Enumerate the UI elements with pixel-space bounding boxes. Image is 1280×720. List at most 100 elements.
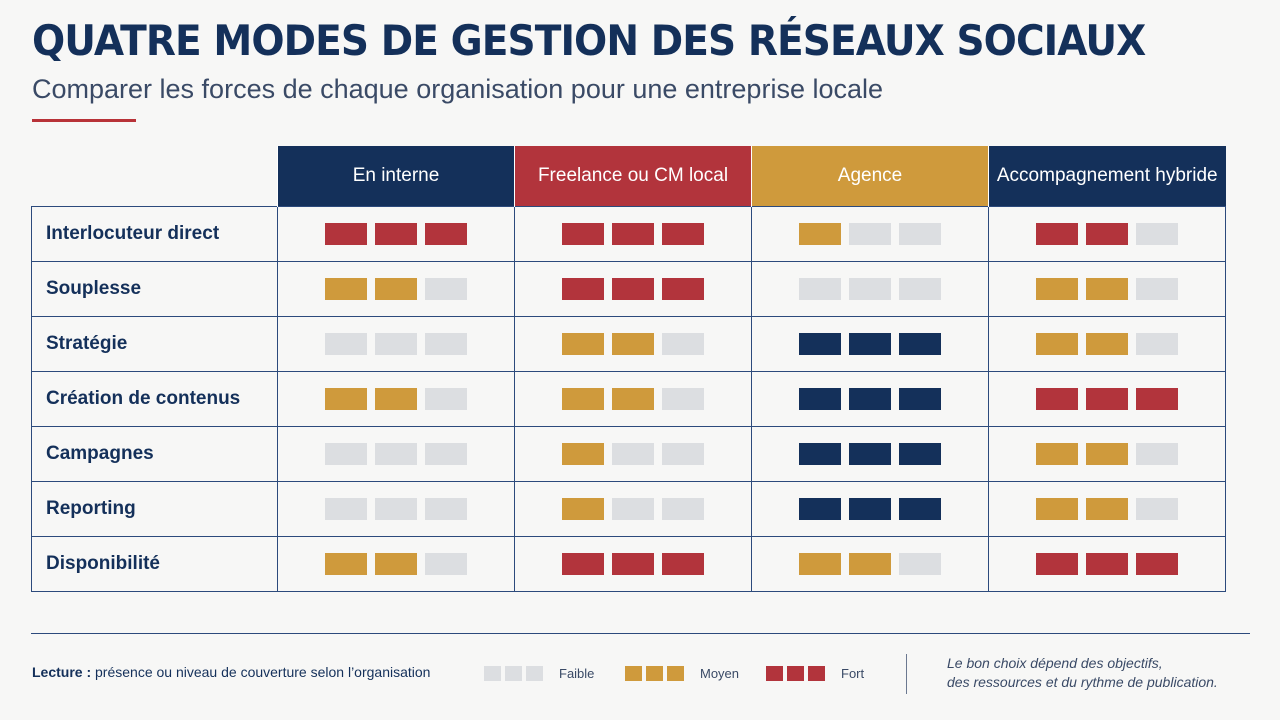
column-header-agence: Agence [751,146,989,207]
rating-block-filled [1036,388,1078,410]
rating-cell [751,371,989,427]
rating-blocks [752,498,988,520]
rating-block-filled [849,333,891,355]
rating-cell [988,316,1226,372]
page-title: QUATRE MODES DE GESTION DES RÉSEAUX SOCI… [32,16,1146,65]
rating-block-filled [1136,388,1178,410]
rating-block-filled [612,223,654,245]
rating-cell [751,261,989,317]
table-row: Reporting [31,481,1226,537]
rating-block-filled [799,443,841,465]
rating-block-filled [1086,498,1128,520]
rating-cell [514,426,752,482]
rating-cell [988,426,1226,482]
rating-cell [751,206,989,262]
rating-block-filled [899,443,941,465]
rating-block-empty [1136,333,1178,355]
rating-block-filled [612,333,654,355]
legend-swatch [667,666,684,681]
rating-cell [277,316,515,372]
legend-swatch [808,666,825,681]
table-header-row: En interne Freelance ou CM local Agence … [32,146,1226,207]
row-label: Interlocuteur direct [31,206,278,262]
rating-block-empty [425,443,467,465]
rating-block-empty [899,223,941,245]
conclusion-note: Le bon choix dépend des objectifs, des r… [947,654,1218,692]
rating-block-filled [1036,553,1078,575]
rating-block-empty [325,333,367,355]
rating-block-filled [899,498,941,520]
rating-cell [751,316,989,372]
rating-blocks [752,388,988,410]
rating-block-empty [425,278,467,300]
footer-divider [31,633,1250,634]
rating-cell [277,426,515,482]
rating-blocks [515,223,751,245]
rating-block-filled [1086,553,1128,575]
rating-cell [988,261,1226,317]
rating-blocks [515,498,751,520]
rating-block-filled [849,498,891,520]
rating-cell [988,481,1226,537]
rating-block-filled [849,443,891,465]
rating-block-filled [562,443,604,465]
legend-label-faible: Faible [559,666,595,681]
rating-blocks [278,388,514,410]
rating-block-filled [325,553,367,575]
rating-cell [277,536,515,592]
rating-block-filled [562,333,604,355]
rating-cell [751,536,989,592]
rating-cell [751,481,989,537]
rating-blocks [752,223,988,245]
rating-cell [514,261,752,317]
page-subtitle: Comparer les forces de chaque organisati… [32,74,884,104]
rating-block-filled [612,278,654,300]
rating-block-empty [375,333,417,355]
rating-cell [988,206,1226,262]
reading-note: Lecture : présence ou niveau de couvertu… [32,664,430,680]
rating-block-filled [899,388,941,410]
rating-block-filled [799,388,841,410]
table-row: Campagnes [31,426,1226,482]
rating-block-filled [1136,553,1178,575]
rating-block-empty [425,498,467,520]
table-row: Souplesse [31,261,1226,317]
rating-block-empty [899,278,941,300]
rating-block-filled [1086,443,1128,465]
column-header-freelance: Freelance ou CM local [514,146,752,207]
rating-block-filled [799,223,841,245]
rating-block-filled [375,553,417,575]
legend-label-fort: Fort [841,666,865,681]
rating-block-filled [1086,223,1128,245]
rating-block-empty [849,223,891,245]
rating-cell [988,371,1226,427]
rating-block-filled [325,388,367,410]
rating-block-filled [325,223,367,245]
rating-block-empty [325,498,367,520]
legend-swatch [766,666,783,681]
rating-block-filled [375,388,417,410]
rating-block-empty [375,498,417,520]
row-label: Reporting [31,481,278,537]
rating-blocks [752,278,988,300]
table-row: Disponibilité [31,536,1226,592]
rating-block-empty [612,498,654,520]
rating-block-empty [1136,278,1178,300]
rating-block-filled [799,498,841,520]
reading-note-label: Lecture : [32,664,92,680]
reading-note-text: présence ou niveau de couverture selon l… [95,664,431,680]
comparison-table: En interne Freelance ou CM local Agence … [31,146,1226,592]
rating-block-filled [425,223,467,245]
legend-label-moyen: Moyen [700,666,740,681]
rating-block-empty [425,553,467,575]
table-body: Interlocuteur direct Souplesse Stratégie Cr… [31,206,1226,592]
rating-blocks [515,443,751,465]
rating-block-empty [899,553,941,575]
rating-blocks [515,388,751,410]
rating-block-filled [1036,498,1078,520]
rating-blocks [278,333,514,355]
rating-cell [514,481,752,537]
rating-blocks [278,443,514,465]
rating-block-filled [612,388,654,410]
rating-blocks [989,553,1225,575]
